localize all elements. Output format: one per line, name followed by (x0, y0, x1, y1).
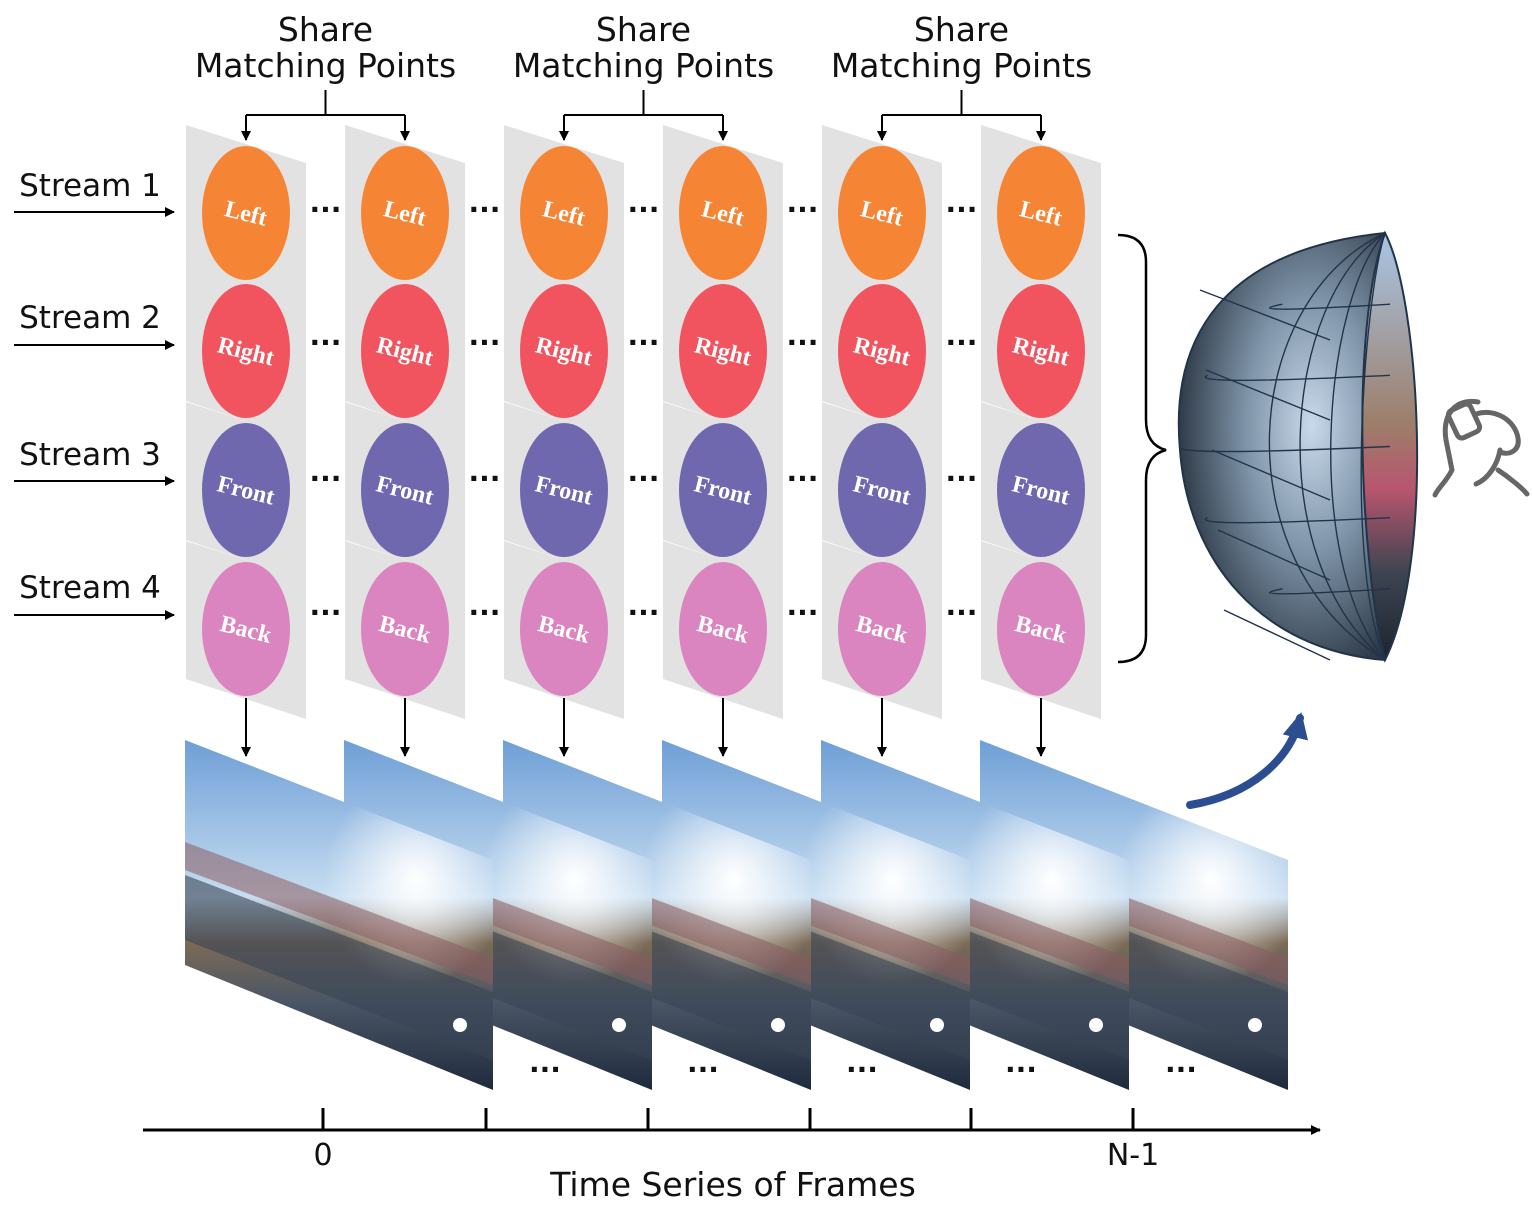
ellipsis: ... (946, 455, 978, 488)
vr-viewer-icon (1432, 398, 1530, 498)
stitched-frames: ............... (185, 740, 1288, 1090)
lens-circle (361, 284, 449, 418)
ellipsis: ... (310, 589, 342, 622)
lens-circle (997, 284, 1085, 418)
ellipsis: ... (469, 455, 501, 488)
lens-circle (997, 423, 1085, 557)
lens-circle (202, 284, 290, 418)
frame-ellipsis: ... (846, 1046, 878, 1079)
curly-brace (1117, 233, 1167, 664)
share-label-line1: Share (914, 10, 1009, 49)
lens-circle (679, 146, 767, 280)
lens-circle (361, 423, 449, 557)
panorama-frame (662, 740, 970, 1090)
axis-end-label: N-1 (1107, 1138, 1159, 1173)
lens-circle (679, 423, 767, 557)
ellipsis: ... (310, 186, 342, 219)
share-label-line2: Matching Points (513, 46, 774, 85)
ellipsis: ... (628, 455, 660, 488)
stitch-to-view-arrow (1186, 712, 1308, 809)
frame-ellipsis: ... (1005, 1046, 1037, 1079)
lens-circle (520, 284, 608, 418)
ellipsis: ... (469, 589, 501, 622)
lens-circle (997, 562, 1085, 696)
ellipsis: ... (946, 589, 978, 622)
lens-circle (202, 146, 290, 280)
lens-circle (679, 284, 767, 418)
ellipsis: ... (946, 186, 978, 219)
lens-circle (520, 562, 608, 696)
stream-labels: Stream 1 Stream 2 Stream 3 Stream 4 (14, 168, 175, 620)
share-label-line1: Share (278, 10, 373, 49)
share-label-line2: Matching Points (195, 46, 456, 85)
share-label-line1: Share (596, 10, 691, 49)
stream-label: Stream 1 (19, 168, 161, 204)
lens-circle (997, 146, 1085, 280)
ellipsis: ... (628, 186, 660, 219)
share-label-line2: Matching Points (831, 46, 1092, 85)
axis-start-label: 0 (313, 1138, 332, 1173)
ellipsis: ... (310, 455, 342, 488)
frame-ellipsis: ... (687, 1046, 719, 1079)
lens-circle (838, 284, 926, 418)
lens-circle (520, 423, 608, 557)
lens-circle (202, 423, 290, 557)
panorama-frame (185, 740, 493, 1090)
lens-circle (361, 562, 449, 696)
ellipsis: ... (787, 589, 819, 622)
hemisphere-view (1177, 230, 1419, 663)
lens-circle (838, 423, 926, 557)
ellipsis: ... (469, 186, 501, 219)
lens-panels: LeftRightFrontBack............LeftRightF… (186, 125, 1101, 757)
lens-circle (361, 146, 449, 280)
lens-circle (202, 562, 290, 696)
axis-title: Time Series of Frames (549, 1165, 916, 1204)
ellipsis: ... (787, 455, 819, 488)
lens-circle (838, 146, 926, 280)
lens-circle (679, 562, 767, 696)
time-axis-ticks (321, 1108, 1135, 1130)
lens-circle (838, 562, 926, 696)
ellipsis: ... (469, 319, 501, 352)
ellipsis: ... (946, 319, 978, 352)
frame-ellipsis: ... (1165, 1046, 1197, 1079)
ellipsis: ... (787, 186, 819, 219)
stream-label: Stream 3 (19, 437, 161, 473)
stream-label: Stream 4 (19, 570, 161, 606)
ellipsis: ... (310, 319, 342, 352)
stream-label: Stream 2 (19, 300, 161, 336)
lens-circle (520, 146, 608, 280)
ellipsis: ... (787, 319, 819, 352)
frame-ellipsis: ... (529, 1046, 561, 1079)
ellipsis: ... (628, 589, 660, 622)
ellipsis: ... (628, 319, 660, 352)
